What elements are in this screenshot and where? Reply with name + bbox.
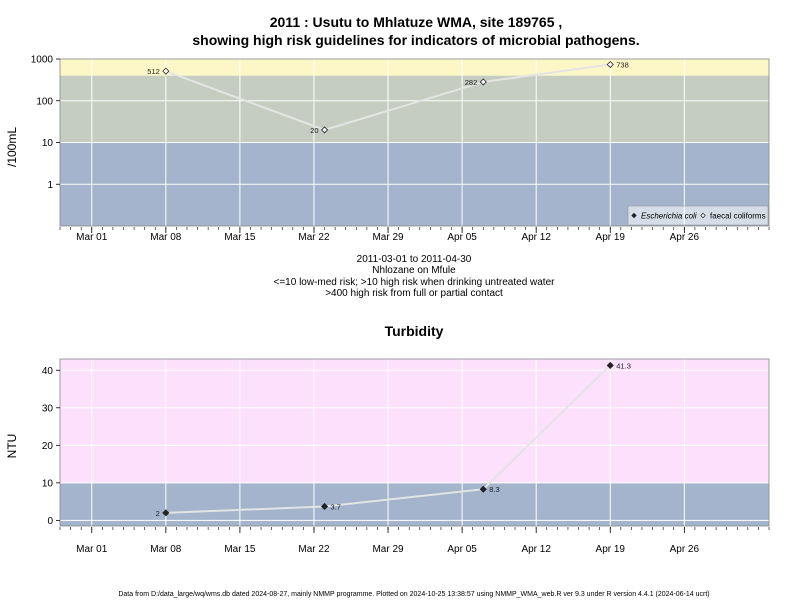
y-tick-label: 20 [42, 441, 54, 452]
data-label: 738 [616, 61, 629, 70]
x-tick-label: Mar 22 [298, 232, 330, 243]
legend-label: Escherichia coli [641, 212, 697, 221]
data-label: 512 [147, 67, 160, 76]
y-tick-label: 1000 [31, 55, 54, 66]
chart2-title: Turbidity [385, 323, 444, 339]
legend-box [627, 205, 769, 226]
risk-band-0 [60, 482, 769, 526]
data-label: 3.7 [331, 502, 341, 511]
plot-frame [59, 358, 770, 527]
risk-band-1 [60, 359, 769, 483]
chart1-subtitle-line3: <=10 low-med risk; >10 high risk when dr… [274, 277, 556, 288]
series-line [165, 364, 611, 514]
y-tick-label: 40 [42, 366, 54, 377]
x-tick-label: Apr 19 [596, 544, 626, 555]
x-tick-label: Mar 15 [224, 232, 256, 243]
data-label: 41.3 [616, 361, 631, 370]
data-point [479, 78, 487, 86]
x-tick-label: Apr 12 [521, 232, 551, 243]
data-point [606, 60, 614, 69]
data-point [606, 361, 614, 369]
legend-marker [631, 212, 637, 219]
microbial-chart: 1 10 100 1000 Mar 01 Mar 08 Mar 15 Mar 22 Mar 29… [5, 55, 770, 243]
data-label: 8.3 [489, 485, 499, 494]
data-point [320, 126, 329, 134]
x-tick-label: Apr 26 [670, 232, 700, 243]
data-point [162, 509, 170, 517]
data-label: 2 [156, 509, 160, 518]
data-point [320, 502, 329, 511]
x-tick-label: Mar 01 [76, 232, 108, 243]
chart1-title-line1: 2011 : Usutu to Mhlatuze WMA, site 18976… [270, 14, 563, 30]
chart1-subtitle-line2: Nhlozane on Mfule [372, 265, 456, 276]
y-axis-label: NTU [5, 434, 19, 459]
turbidity-chart: 0 10 20 30 40 Mar 01 Mar 08 Mar 15 Mar 22 Mar 29 A… [5, 358, 770, 555]
y-tick-label: 100 [36, 96, 53, 107]
y-tick-label: 0 [47, 516, 53, 527]
footer-note: Data from D:/data_large/wq/wms.db dated … [118, 591, 709, 598]
risk-band-2 [60, 59, 769, 76]
x-tick-label: Apr 05 [447, 232, 477, 243]
chart1-subtitle-line4: >400 high risk from full or partial cont… [325, 288, 503, 299]
series-line [165, 63, 611, 131]
x-tick-label: Mar 15 [224, 544, 256, 555]
x-tick-label: Mar 29 [372, 232, 404, 243]
legend-label: faecal coliforms [710, 212, 766, 221]
x-tick-label: Mar 29 [372, 544, 404, 555]
legend-marker [700, 212, 706, 219]
data-label: 282 [465, 78, 478, 87]
data-point [162, 67, 170, 75]
x-tick-label: Mar 01 [76, 544, 108, 555]
y-tick-label: 1 [47, 180, 53, 191]
x-tick-label: Mar 22 [298, 544, 330, 555]
x-tick-label: Apr 26 [670, 544, 700, 555]
data-label: 20 [310, 126, 318, 135]
x-tick-label: Apr 05 [447, 544, 477, 555]
y-tick-label: 10 [42, 478, 54, 489]
y-axis-label: /100mL [5, 127, 19, 167]
x-tick-label: Apr 12 [521, 544, 551, 555]
y-tick-label: 30 [42, 403, 54, 414]
risk-band-1 [60, 75, 769, 143]
x-tick-label: Apr 19 [596, 232, 626, 243]
chart1-subtitle-line1: 2011-03-01 to 2011-04-30 [357, 254, 472, 265]
y-tick-label: 10 [42, 138, 54, 149]
chart1-title-line2: showing high risk guidelines for indicat… [192, 32, 639, 48]
x-tick-label: Mar 08 [150, 232, 182, 243]
x-tick-label: Mar 08 [150, 544, 182, 555]
data-point [479, 485, 487, 493]
